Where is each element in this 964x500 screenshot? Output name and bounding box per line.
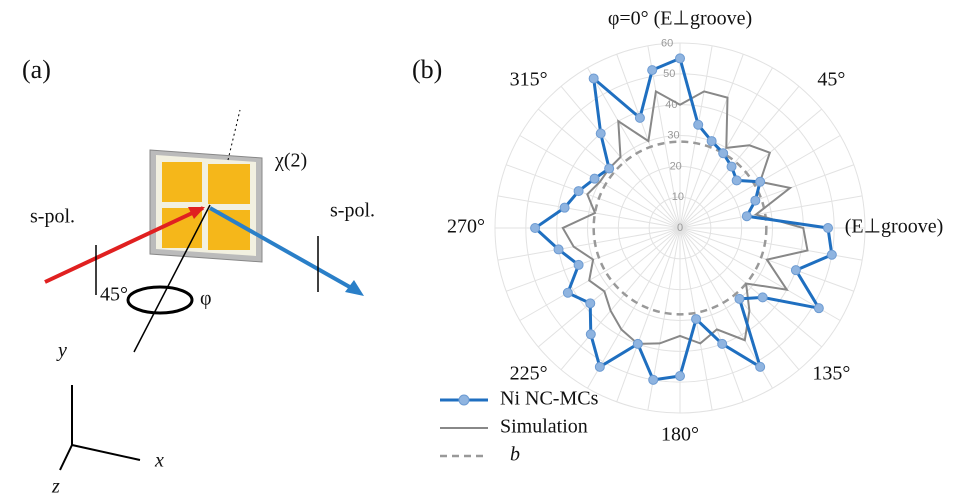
data-point [586, 299, 595, 308]
legend-label: Simulation [500, 416, 588, 438]
page: {"diagram": {"panel_label": "(a)", "s_po… [0, 0, 964, 500]
data-point [756, 362, 765, 371]
data-point [595, 362, 604, 371]
s-pol-label: s-pol. [330, 200, 375, 222]
data-point [605, 164, 614, 173]
data-point [756, 177, 765, 186]
data-point [758, 293, 767, 302]
data-point [635, 113, 644, 122]
figure: (a) s-pol. s-pol. 45° φ χ(2) y x z (b) 0… [0, 0, 964, 500]
data-point [751, 196, 760, 205]
data-point [719, 149, 728, 158]
r-tick-label: 30 [667, 130, 679, 142]
s-pol-label: s-pol. [30, 206, 75, 228]
r-tick-label: 20 [670, 160, 682, 172]
theta-tick-label: 45° [817, 69, 845, 91]
data-point [563, 288, 572, 297]
axis-label: y [56, 340, 67, 362]
data-point [676, 372, 685, 381]
axis-label: x [154, 450, 164, 472]
legend-marker [459, 395, 469, 405]
data-point [633, 339, 642, 348]
theta-tick-label: 225° [510, 363, 548, 385]
data-point [589, 74, 598, 83]
data-point [574, 187, 583, 196]
data-point [718, 339, 727, 348]
chi-label: χ(2) [274, 150, 307, 172]
data-point [590, 174, 599, 183]
phi-label: φ [200, 288, 212, 310]
data-point [554, 245, 563, 254]
data-point [732, 176, 741, 185]
data-point [574, 260, 583, 269]
data-point [649, 375, 658, 384]
panel-label: (b) [412, 55, 442, 84]
r-tick-label: 0 [677, 222, 683, 234]
data-point [676, 54, 685, 63]
data-point [727, 162, 736, 171]
panel-label: (a) [22, 55, 51, 84]
data-point [735, 294, 744, 303]
theta-tick-label: φ=0° (E⊥groove) [608, 8, 752, 30]
angle-label: 45° [100, 284, 128, 306]
data-point [742, 212, 751, 221]
data-point [692, 315, 701, 324]
theta-tick-label: 270° [447, 216, 485, 238]
data-point [707, 137, 716, 146]
theta-tick-label: 180° [661, 424, 699, 446]
data-point [694, 120, 703, 129]
legend-label: Ni NC-MCs [500, 388, 599, 410]
theta-tick-label: 315° [510, 69, 548, 91]
legend-label: b [510, 444, 520, 466]
theta-tick-label: 135° [812, 363, 850, 385]
r-tick-label: 60 [661, 37, 673, 49]
data-point [827, 250, 836, 259]
r-tick-label: 50 [663, 68, 675, 80]
data-point [648, 66, 657, 75]
r-tick-label: 10 [672, 191, 684, 203]
theta-tick-label: (E⊥groove) [845, 216, 944, 238]
data-point [814, 304, 823, 313]
data-point [586, 330, 595, 339]
data-point [824, 224, 833, 233]
data-point [531, 224, 540, 233]
sample [150, 150, 262, 262]
axis-label: z [51, 476, 60, 498]
data-point [791, 266, 800, 275]
data-point [560, 203, 569, 212]
data-point [596, 129, 605, 138]
